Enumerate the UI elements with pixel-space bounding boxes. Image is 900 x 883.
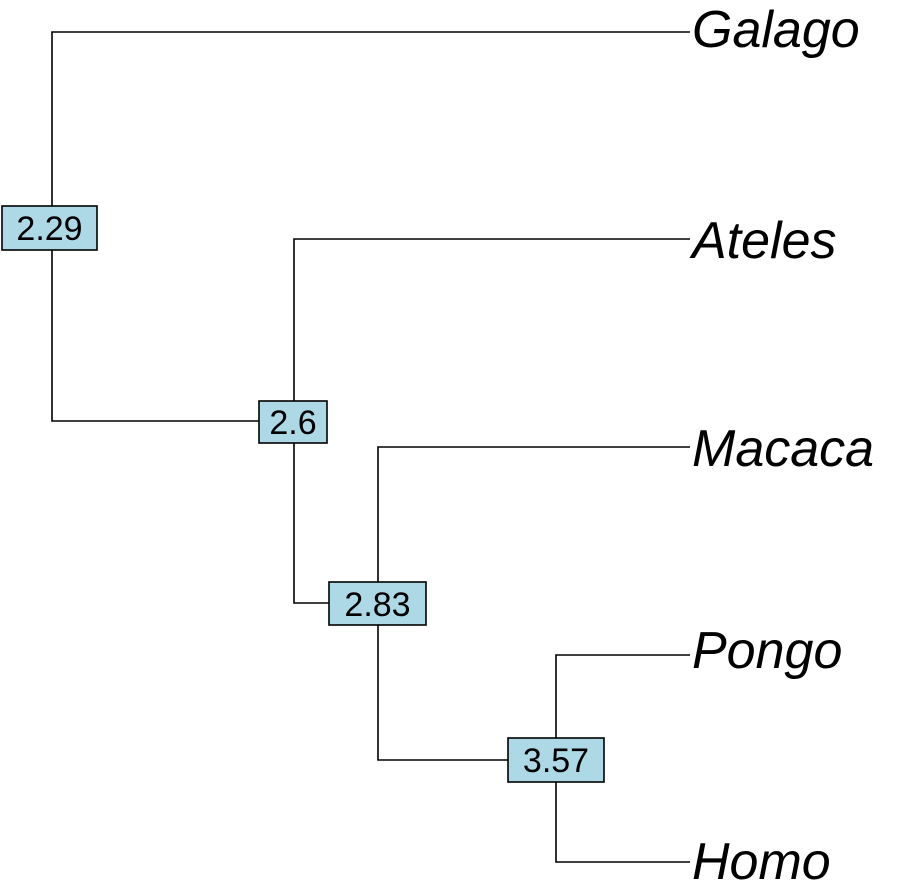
node-label-n3: 2.83: [344, 586, 410, 624]
tip-labels: Galago Ateles Macaca Pongo Homo: [689, 1, 874, 883]
tip-label-galago: Galago: [692, 1, 860, 59]
node-box-n2: [258, 400, 328, 444]
branch-n1-n2: [51, 229, 294, 422]
node-n4: 3.57: [507, 737, 605, 783]
node-n2: 2.6: [258, 400, 328, 444]
branch-n2-ateles: [293, 238, 690, 421]
node-label-n4: 3.57: [523, 742, 589, 780]
node-box-n3: [328, 581, 427, 626]
branch-n3-n4: [377, 603, 556, 761]
node-n1: 2.29: [1, 205, 98, 251]
tip-label-ateles: Ateles: [689, 212, 837, 270]
branch-n4-homo: [555, 760, 690, 863]
node-label-n1: 2.29: [16, 210, 82, 248]
branch-n3-macaca: [377, 446, 690, 603]
node-box-n4: [507, 737, 605, 783]
branch-n4-pongo: [555, 654, 690, 760]
node-labels: 2.29 2.6 2.83 3.57: [1, 205, 605, 783]
node-n3: 2.83: [328, 581, 427, 626]
branch-n2-n3: [293, 421, 378, 604]
tip-label-macaca: Macaca: [692, 420, 874, 478]
node-box-n1: [1, 205, 98, 251]
tip-label-homo: Homo: [692, 833, 831, 883]
branch-n1-galago: [51, 31, 690, 229]
tree-branches: [51, 31, 690, 863]
tip-label-pongo: Pongo: [692, 622, 842, 680]
node-label-n2: 2.6: [269, 404, 316, 442]
